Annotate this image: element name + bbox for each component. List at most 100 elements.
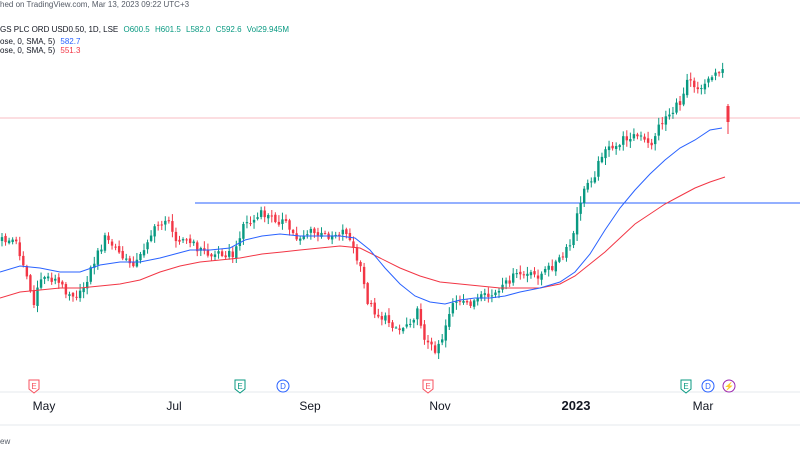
candle-body — [164, 220, 167, 225]
candle-body — [444, 325, 447, 341]
candle-body — [117, 246, 121, 253]
candle-body — [543, 268, 547, 273]
candle-body — [149, 235, 153, 241]
candle-body — [75, 296, 78, 298]
candle-body — [167, 220, 171, 222]
candle-body — [416, 308, 419, 320]
candle-body — [668, 114, 671, 117]
candle-body — [203, 248, 206, 251]
candle-body — [639, 135, 643, 137]
candle-body — [490, 295, 494, 297]
candle-body — [54, 278, 57, 281]
dividend-event-icon[interactable]: D — [701, 379, 715, 393]
candle-body — [174, 231, 178, 242]
candle-body — [458, 300, 462, 302]
candle-body — [540, 273, 543, 280]
candle-body — [611, 145, 614, 149]
candle-body — [146, 242, 149, 250]
candle-body — [480, 294, 483, 299]
time-axis: May Jul Sep Nov 2023 Mar — [33, 398, 714, 413]
level-lines — [0, 117, 800, 204]
candle-body — [238, 238, 242, 247]
candle-body — [685, 79, 689, 96]
candle-body — [394, 327, 398, 329]
candle-body — [277, 221, 281, 225]
candle-body — [249, 223, 252, 225]
candle-body — [32, 290, 36, 305]
candle-body — [586, 182, 589, 190]
candle-body — [441, 339, 444, 343]
earnings-event-icon[interactable]: E — [234, 379, 246, 394]
candle-body — [125, 258, 128, 260]
split-event-icon[interactable]: ⚡ — [722, 379, 736, 393]
candle-body — [565, 246, 568, 258]
candle-body — [650, 142, 653, 146]
dividend-event-icon[interactable]: D — [276, 379, 290, 393]
candle-body — [625, 136, 628, 141]
candle-body — [103, 235, 107, 251]
sma-2-legend[interactable]: ose, 0, SMA, 5) 551.3 — [0, 46, 83, 56]
candle-body — [291, 229, 295, 234]
candle-body — [338, 234, 341, 236]
candle-body — [614, 146, 618, 149]
candle-body — [263, 210, 266, 218]
candle-body — [632, 134, 636, 139]
candle-body — [242, 224, 245, 239]
x-tick-nov: Nov — [429, 399, 450, 413]
sma-1-line — [0, 127, 723, 305]
candle-body — [306, 234, 309, 236]
candle-body — [323, 233, 327, 235]
candle-body — [199, 248, 202, 251]
candle-body — [71, 292, 75, 297]
candle-body — [171, 221, 174, 232]
candle-body — [703, 83, 707, 90]
candle-body — [86, 281, 89, 289]
candle-body — [295, 233, 298, 240]
candle-body — [419, 309, 423, 326]
candle-body — [57, 277, 60, 283]
candle-body — [497, 290, 501, 293]
candle-body — [657, 124, 660, 136]
candle-body — [370, 303, 373, 305]
candle-body — [359, 262, 362, 267]
candle-body — [448, 314, 451, 327]
candle-body — [185, 239, 188, 241]
candle-body — [309, 228, 313, 233]
sma-1-label: ose, 0, SMA, 5) — [0, 37, 56, 46]
event-label: E — [683, 382, 688, 391]
event-label: E — [237, 382, 242, 391]
candle-body — [451, 303, 455, 314]
candle-body — [714, 72, 717, 76]
candle-body — [398, 328, 401, 331]
candle-body — [636, 134, 639, 137]
candle-body — [664, 116, 668, 125]
candle-body — [373, 302, 376, 315]
candle-body — [15, 239, 18, 242]
candle-body — [89, 267, 92, 282]
earnings-event-icon[interactable]: E — [422, 379, 434, 394]
candle-body — [710, 77, 714, 81]
candle-body — [153, 226, 156, 237]
candle-body — [622, 136, 625, 145]
earnings-event-icon[interactable]: E — [680, 379, 692, 394]
candle-body — [575, 213, 579, 235]
chart-grid — [0, 391, 800, 426]
candle-body — [320, 232, 323, 237]
close-value: C592.6 — [215, 25, 242, 34]
candle-body — [288, 220, 291, 230]
candle-body — [433, 345, 437, 353]
candle-body — [387, 315, 391, 323]
candle-body — [391, 322, 394, 328]
candle-body — [210, 254, 213, 257]
candle-body — [299, 238, 302, 241]
candle-body — [469, 301, 472, 306]
candle-body — [313, 228, 316, 234]
earnings-event-icon[interactable]: E — [28, 379, 40, 394]
candle-body — [256, 217, 259, 219]
candle-body — [362, 266, 366, 285]
sma-1-legend[interactable]: ose, 0, SMA, 5) 582.7 — [0, 37, 83, 47]
open-value: O600.5 — [123, 25, 150, 34]
candle-body — [18, 242, 21, 257]
candle-body — [646, 138, 650, 143]
